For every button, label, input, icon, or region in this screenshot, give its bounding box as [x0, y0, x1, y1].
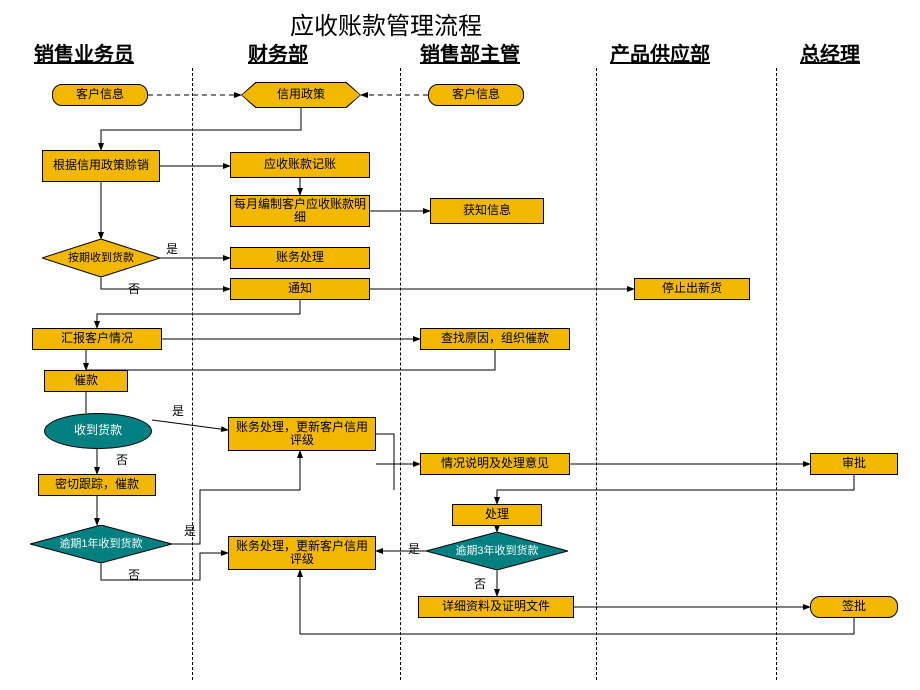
node-label: 查找原因，组织催款 [441, 332, 549, 345]
node-label: 根据信用政策赊销 [53, 159, 149, 172]
lane-header-l4: 产品供应部 [610, 38, 710, 67]
node-label: 客户信息 [76, 88, 124, 101]
edge [152, 420, 228, 430]
edge-label-e_no4: 否 [474, 575, 486, 592]
node-label: 密切跟踪，催款 [55, 478, 139, 491]
node-n_inform: 获知信息 [430, 198, 544, 224]
node-label: 汇报客户情况 [61, 332, 133, 345]
node-n_cust1: 客户信息 [52, 84, 148, 106]
edge [300, 570, 854, 634]
edge-label-e_no2: 否 [116, 451, 128, 468]
node-label: 账务处理，更新客户信用评级 [231, 540, 373, 566]
node-label: 收到货款 [74, 424, 122, 437]
edge-label-e_yes1: 是 [166, 240, 178, 257]
node-n_urge: 催款 [44, 370, 128, 392]
node-n_handle: 处理 [452, 504, 542, 526]
node-n_policy: 信用政策 [241, 82, 361, 108]
node-label: 账务处理 [276, 251, 324, 264]
node-n_track: 密切跟踪，催款 [38, 474, 156, 496]
node-n_ontime: 按期收到货款 [42, 239, 160, 277]
edge [376, 434, 394, 490]
node-label: 信用政策 [277, 88, 325, 101]
node-label: 审批 [842, 457, 866, 470]
node-label: 签批 [842, 600, 866, 613]
lane-separator [192, 68, 193, 680]
node-label: 获知信息 [463, 204, 511, 217]
diagram-title: 应收账款管理流程 [290, 6, 482, 41]
node-n_cust2: 客户信息 [428, 84, 524, 106]
node-n_acct1: 账务处理 [230, 247, 370, 269]
lane-separator [400, 68, 401, 680]
lane-separator [596, 68, 597, 680]
node-label: 按期收到货款 [68, 252, 134, 264]
node-label: 逾期1年收到货款 [59, 538, 142, 550]
node-n_detail: 详细资料及证明文件 [418, 596, 574, 618]
node-n_stop: 停止出新货 [634, 278, 750, 300]
node-n_monthly: 每月编制客户应收账款明细 [230, 195, 370, 227]
node-n_sign: 签批 [810, 596, 898, 618]
node-n_acct2: 账务处理，更新客户信用评级 [228, 417, 376, 451]
edge [97, 300, 300, 328]
edge-label-e_no1: 否 [128, 280, 140, 297]
node-label: 账务处理，更新客户信用评级 [231, 421, 373, 447]
node-n_1yr: 逾期1年收到货款 [30, 525, 172, 563]
node-label: 详细资料及证明文件 [442, 600, 550, 613]
flowchart-canvas: 应收账款管理流程销售业务员 财务部 销售部主管 产品供应部 总经理客户信息 信用政策 客户信… [0, 0, 920, 690]
node-label: 客户信息 [452, 88, 500, 101]
lane-header-l5: 总经理 [800, 38, 860, 67]
edge-label-e_yes4: 是 [408, 540, 420, 557]
node-label: 处理 [485, 508, 509, 521]
node-n_writeoff: 根据信用政策赊销 [42, 150, 160, 182]
lane-header-l2: 财务部 [248, 38, 308, 67]
edge-label-e_yes2: 是 [172, 402, 184, 419]
node-label: 停止出新货 [662, 282, 722, 295]
node-n_3yr: 逾期3年收到货款 [426, 532, 568, 570]
node-n_explain: 情况说明及处理意见 [420, 453, 570, 475]
node-label: 催款 [74, 374, 98, 387]
edge [101, 277, 230, 289]
lane-header-l1: 销售业务员 [34, 38, 134, 67]
node-n_find: 查找原因，组织催款 [420, 328, 570, 350]
node-n_acct3: 账务处理，更新客户信用评级 [228, 536, 376, 570]
lane-header-l3: 销售部主管 [420, 38, 520, 67]
edge [86, 350, 495, 370]
node-label: 应收账款记账 [264, 158, 336, 171]
node-n_notify: 通知 [230, 278, 370, 300]
edge-label-e_yes3: 是 [184, 522, 196, 539]
edge-label-e_no3: 否 [128, 566, 140, 583]
node-label: 情况说明及处理意见 [441, 457, 549, 470]
node-n_approve: 审批 [810, 453, 898, 475]
node-label: 每月编制客户应收账款明细 [233, 198, 367, 224]
node-n_record: 应收账款记账 [230, 152, 370, 178]
edge [101, 108, 301, 150]
edge [497, 475, 854, 504]
node-label: 逾期3年收到货款 [455, 545, 538, 557]
node-label: 通知 [288, 282, 312, 295]
node-n_report: 汇报客户情况 [32, 328, 162, 350]
lane-separator [776, 68, 777, 680]
node-n_recv: 收到货款 [44, 413, 152, 449]
